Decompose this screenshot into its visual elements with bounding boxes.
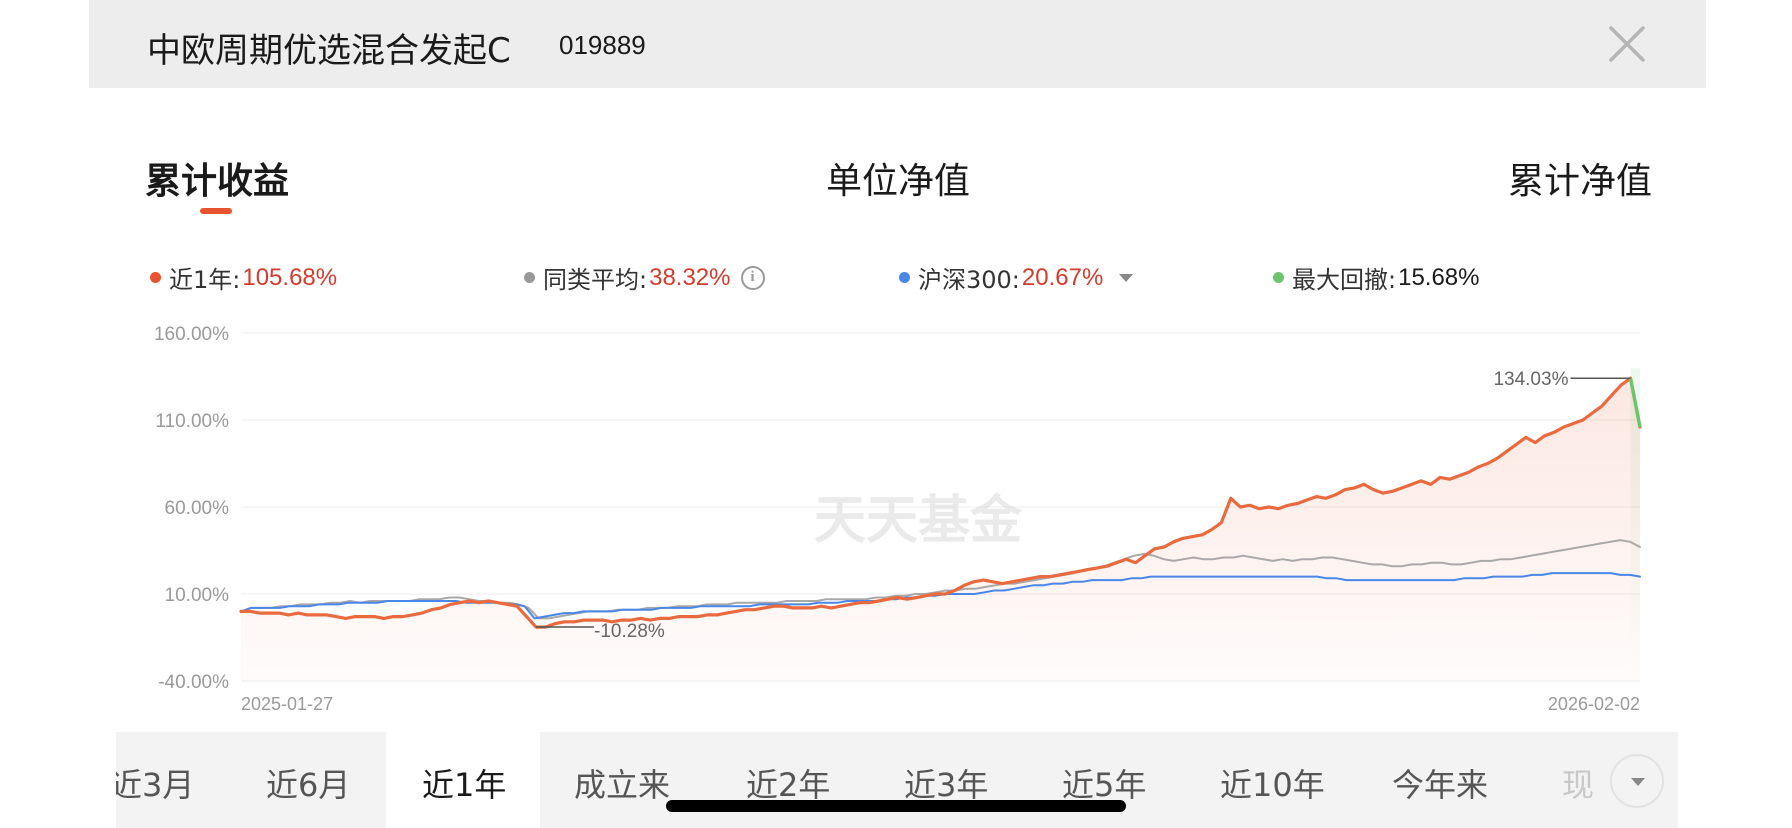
header-bar: 中欧周期优选混合发起C 019889 xyxy=(89,0,1706,88)
range-active-background xyxy=(386,732,540,828)
chart-watermark: 天天基金 xyxy=(814,490,1023,551)
tab-cumulative-return[interactable]: 累计收益 xyxy=(145,161,290,202)
legend-index-value: 20.67% xyxy=(1021,263,1104,291)
y-tick-label: 110.00% xyxy=(155,411,229,432)
info-icon[interactable]: i xyxy=(740,265,765,290)
tab-active-indicator xyxy=(200,208,232,214)
legend-fund: 近1年: 105.68% xyxy=(150,260,337,295)
range-tab-10y[interactable]: 近10年 xyxy=(1220,766,1325,804)
range-tab-since-inception[interactable]: 成立来 xyxy=(574,766,671,804)
tab-cumulative-nav[interactable]: 累计净值 xyxy=(1508,161,1653,202)
peer-series-line xyxy=(240,539,1641,620)
chevron-down-icon xyxy=(1631,778,1645,786)
legend-drawdown-label: 最大回撤: xyxy=(1292,266,1397,294)
y-tick-label: -40.00% xyxy=(158,672,229,693)
legend-index: 沪深300: 20.67% xyxy=(899,260,1134,295)
range-tab-bar: 近3月 近6月 近1年 成立来 近2年 近3年 近5年 近10年 今年来 现 xyxy=(116,732,1678,828)
legend-fund-dot xyxy=(150,272,161,283)
legend-fund-value: 105.68% xyxy=(242,263,338,291)
y-tick-label: 10.00% xyxy=(165,585,230,606)
range-tab-5y[interactable]: 近5年 xyxy=(1062,766,1147,804)
fund-name: 中欧周期优选混合发起C xyxy=(147,31,511,71)
max-annotation-label: 134.03% xyxy=(1493,369,1568,390)
home-indicator xyxy=(666,800,1126,812)
min-annotation-label: -10.28% xyxy=(594,621,665,642)
more-ranges-button[interactable] xyxy=(1610,754,1664,808)
range-tab-1y[interactable]: 近1年 xyxy=(422,766,507,804)
y-tick-label: 160.00% xyxy=(154,324,229,345)
legend-peer-dot xyxy=(524,272,535,283)
legend-drawdown: 最大回撤: 15.68% xyxy=(1273,260,1480,295)
range-tab-2y[interactable]: 近2年 xyxy=(746,766,831,804)
legend-peer-value: 38.32% xyxy=(649,263,731,291)
drawdown-area xyxy=(1630,368,1640,681)
legend-peer: 同类平均: 38.32% i xyxy=(524,260,765,295)
legend-drawdown-value: 15.68% xyxy=(1398,263,1480,291)
drawdown-line xyxy=(1628,377,1642,428)
index-dropdown-icon[interactable] xyxy=(1119,273,1134,282)
fund-series-line xyxy=(239,376,1642,629)
legend-index-label: 沪深300: xyxy=(918,266,1020,294)
legend-peer-label: 同类平均: xyxy=(543,266,648,294)
tab-unit-nav[interactable]: 单位净值 xyxy=(826,161,971,202)
legend-drawdown-dot xyxy=(1273,272,1284,283)
return-chart[interactable]: 160.00% 110.00% 60.00% 10.00% -40.00% 天天基金 1… xyxy=(0,0,1792,720)
y-tick-label: 60.00% xyxy=(165,498,230,519)
x-end-label: 2026-02-02 xyxy=(1548,694,1640,714)
x-start-label: 2025-01-27 xyxy=(241,694,333,714)
fund-code: 019889 xyxy=(559,30,646,60)
range-tab-3m[interactable]: 近3月 xyxy=(116,766,195,804)
close-icon[interactable] xyxy=(1605,22,1649,66)
legend-fund-label: 近1年: xyxy=(169,266,241,294)
range-tab-ytd[interactable]: 今年来 xyxy=(1392,766,1489,804)
range-tab-6m[interactable]: 近6月 xyxy=(266,766,351,804)
range-tab-3y[interactable]: 近3年 xyxy=(904,766,989,804)
fund-area xyxy=(241,378,1640,681)
legend-index-dot xyxy=(899,272,910,283)
range-tab-custom[interactable]: 现 xyxy=(1562,766,1595,804)
